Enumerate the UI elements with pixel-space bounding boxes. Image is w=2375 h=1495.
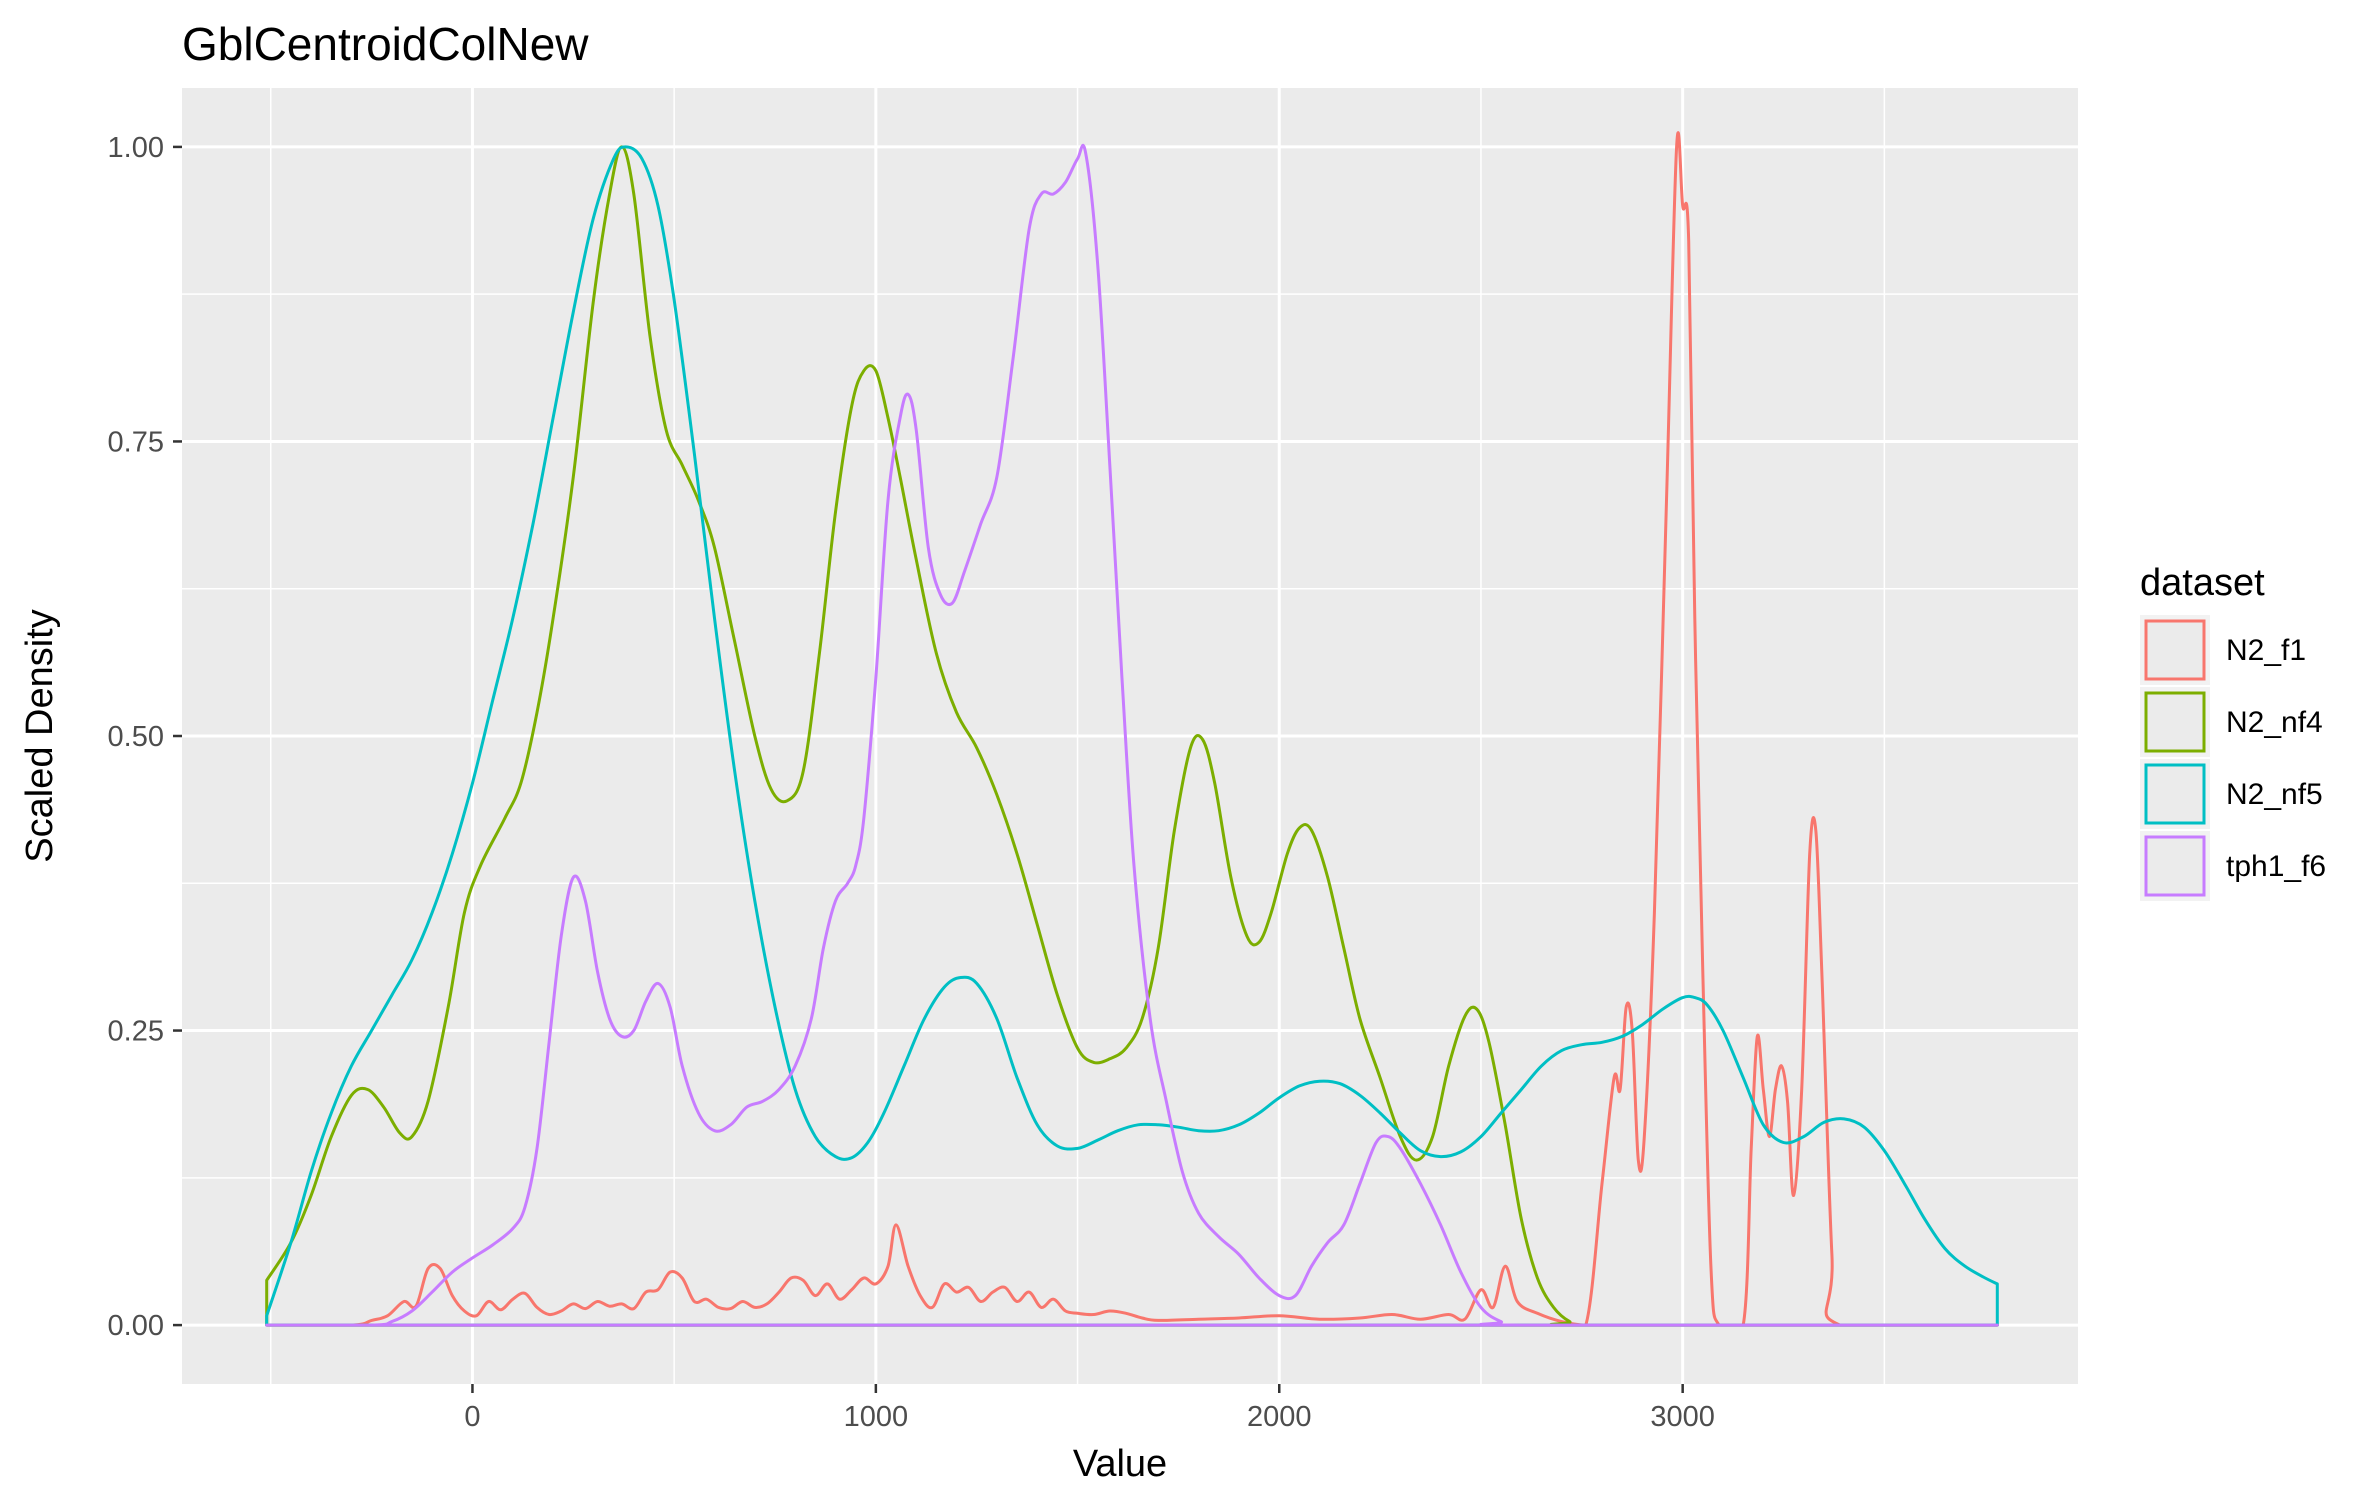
legend-label-n2-f1: N2_f1 [2226,634,2306,667]
legend-key-tph1-f6 [2144,835,2206,897]
series-line-n2-nf4 [265,145,1999,1327]
y-axis: 0.00 0.25 0.50 0.75 1.00 [108,132,182,1342]
y-tick-label: 0.25 [108,1016,164,1048]
legend-label-n2-nf4: N2_nf4 [2226,706,2323,739]
y-tick-label: 0.50 [108,721,164,753]
y-tick-label: 1.00 [108,132,164,164]
x-tick-label: 1000 [844,1401,909,1433]
legend: dataset N2_f1 N2_nf4 N2_nf5 tph1_f6 [2140,562,2326,901]
legend-label-tph1-f6: tph1_f6 [2226,850,2326,883]
legend-label-n2-nf5: N2_nf5 [2226,778,2323,811]
series-lines [265,131,1999,1327]
legend-key-n2-nf4 [2144,691,2206,753]
x-tick-label: 3000 [1650,1401,1715,1433]
x-tick-label: 2000 [1247,1401,1312,1433]
legend-items: N2_f1 N2_nf4 N2_nf5 tph1_f6 [2140,615,2326,901]
series-line-n2-nf5 [265,145,1999,1327]
chart-title: GblCentroidColNew [182,18,589,70]
legend-key-n2-f1 [2144,619,2206,681]
y-axis-title: Scaled Density [19,609,61,862]
legend-title: dataset [2140,562,2265,604]
series-line-n2-f1 [265,131,1999,1327]
legend-key-n2-nf5 [2144,763,2206,825]
x-axis-title: Value [1073,1443,1167,1485]
y-tick-label: 0.75 [108,426,164,458]
x-axis: 0 1000 2000 3000 [464,1384,1715,1433]
series-line-tph1-f6 [265,144,1999,1327]
y-tick-label: 0.00 [108,1310,164,1342]
x-tick-label: 0 [464,1401,480,1433]
